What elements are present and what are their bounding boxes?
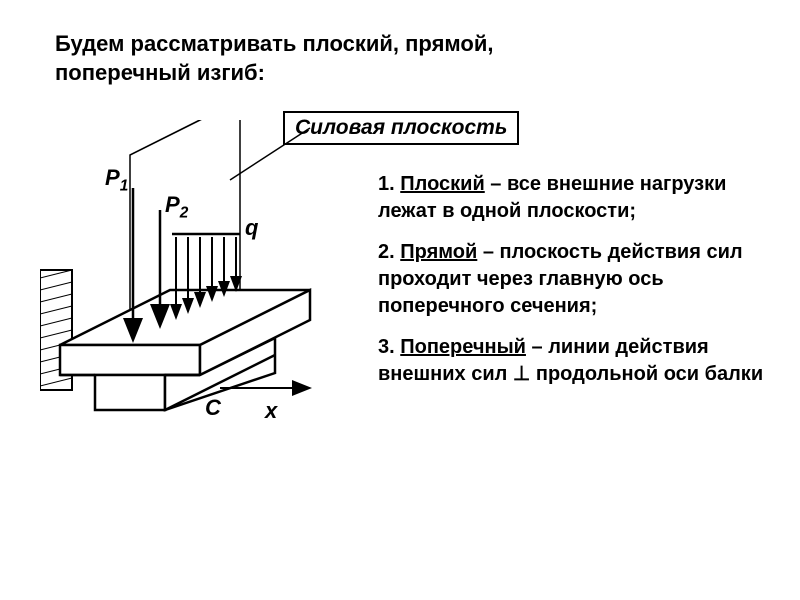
- definition-2: 2. Прямой – плоскость действия сил прохо…: [378, 239, 778, 320]
- definitions-block: 1. Плоский – все внешние нагрузки лежат …: [378, 171, 778, 402]
- label-p1-sub: 1: [120, 177, 129, 194]
- label-p2: P2: [165, 192, 188, 222]
- definition-3: 3. Поперечный – линии действия внешних с…: [378, 334, 778, 388]
- label-x: x: [265, 398, 277, 424]
- label-p2-sub: 2: [180, 204, 189, 221]
- page-title: Будем рассматривать плоский, прямой, поп…: [55, 30, 493, 87]
- label-p2-prefix: P: [165, 192, 180, 217]
- plane-leader: [230, 128, 310, 180]
- beam-diagram: P1 P2 q C x: [40, 120, 380, 460]
- label-p1-prefix: P: [105, 165, 120, 190]
- beam: [60, 290, 310, 410]
- page: Будем рассматривать плоский, прямой, поп…: [0, 0, 800, 600]
- label-p1: P1: [105, 165, 128, 195]
- label-q: q: [245, 215, 258, 241]
- heading-line1: Будем рассматривать плоский, прямой,: [55, 31, 493, 56]
- label-c: C: [205, 395, 221, 421]
- definition-1: 1. Плоский – все внешние нагрузки лежат …: [378, 171, 778, 225]
- heading-line2: поперечный изгиб:: [55, 60, 265, 85]
